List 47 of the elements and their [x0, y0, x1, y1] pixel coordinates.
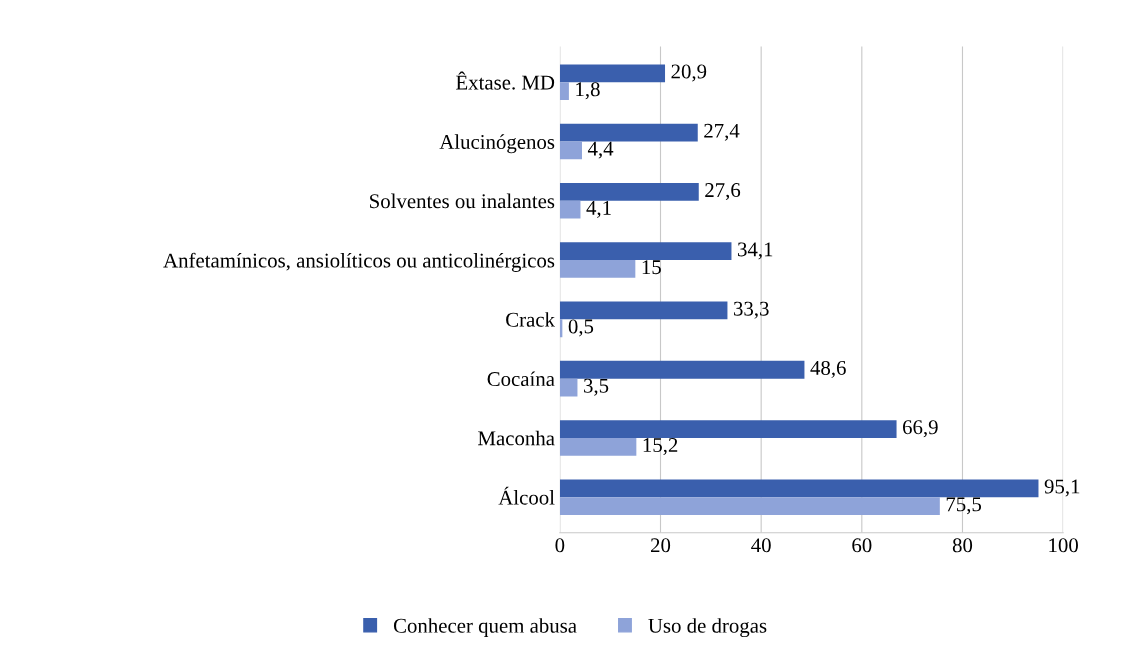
data-label: 27,4 — [704, 123, 740, 141]
bar — [559, 141, 582, 160]
y-tick-label: Êxtase. MD — [456, 71, 555, 90]
data-label: 4,4 — [587, 141, 614, 159]
data-label: 95,1 — [1044, 479, 1080, 497]
y-tick-label: Álcool — [498, 486, 555, 505]
bar — [559, 378, 578, 397]
bar — [559, 200, 581, 219]
bar — [559, 420, 897, 438]
data-label: 15,2 — [643, 438, 678, 456]
x-tick-label: 100 — [1049, 538, 1078, 553]
bar — [559, 82, 569, 100]
data-label: 34,1 — [738, 242, 773, 260]
bar — [559, 479, 1039, 498]
data-label: 27,6 — [705, 183, 741, 201]
data-label: 33,3 — [733, 301, 769, 319]
x-tick-label: 60 — [852, 538, 872, 553]
bar — [559, 437, 637, 456]
x-tick-label: 20 — [651, 538, 671, 553]
data-label: 48,6 — [810, 360, 846, 378]
x-tick-label: 40 — [751, 538, 771, 553]
bar — [559, 64, 666, 83]
legend-label: Conhecer quem abusa — [393, 618, 577, 638]
data-label: 15 — [642, 260, 661, 275]
bar — [559, 242, 732, 261]
bar — [559, 123, 698, 142]
bar — [559, 182, 699, 201]
y-tick-label: Cocaína — [487, 371, 555, 387]
legend-label: Uso de drogas — [648, 618, 767, 638]
y-tick-label: Maconha — [478, 430, 555, 446]
data-label: 20,9 — [671, 64, 707, 82]
bar — [559, 497, 940, 516]
bar — [559, 301, 728, 320]
y-tick-label: Anfetamínicos, ansiolíticos ou anticolinérgicos — [163, 252, 555, 272]
data-label: 75,5 — [946, 497, 982, 515]
data-label: 1,8 — [576, 82, 600, 100]
x-tick-label: 0 — [555, 538, 565, 553]
bar — [559, 260, 636, 278]
y-tick-label: Solventes ou inalantes — [370, 193, 555, 209]
data-label: 3,5 — [584, 378, 609, 396]
x-tick-label: 80 — [952, 538, 973, 553]
data-label: 66,9 — [903, 420, 938, 438]
y-tick-label: Crack — [506, 312, 555, 327]
y-tick-label: Alucinógenos — [439, 134, 555, 154]
data-label: 0,5 — [568, 319, 594, 337]
data-label: 4,1 — [586, 200, 611, 218]
bar — [559, 360, 805, 379]
